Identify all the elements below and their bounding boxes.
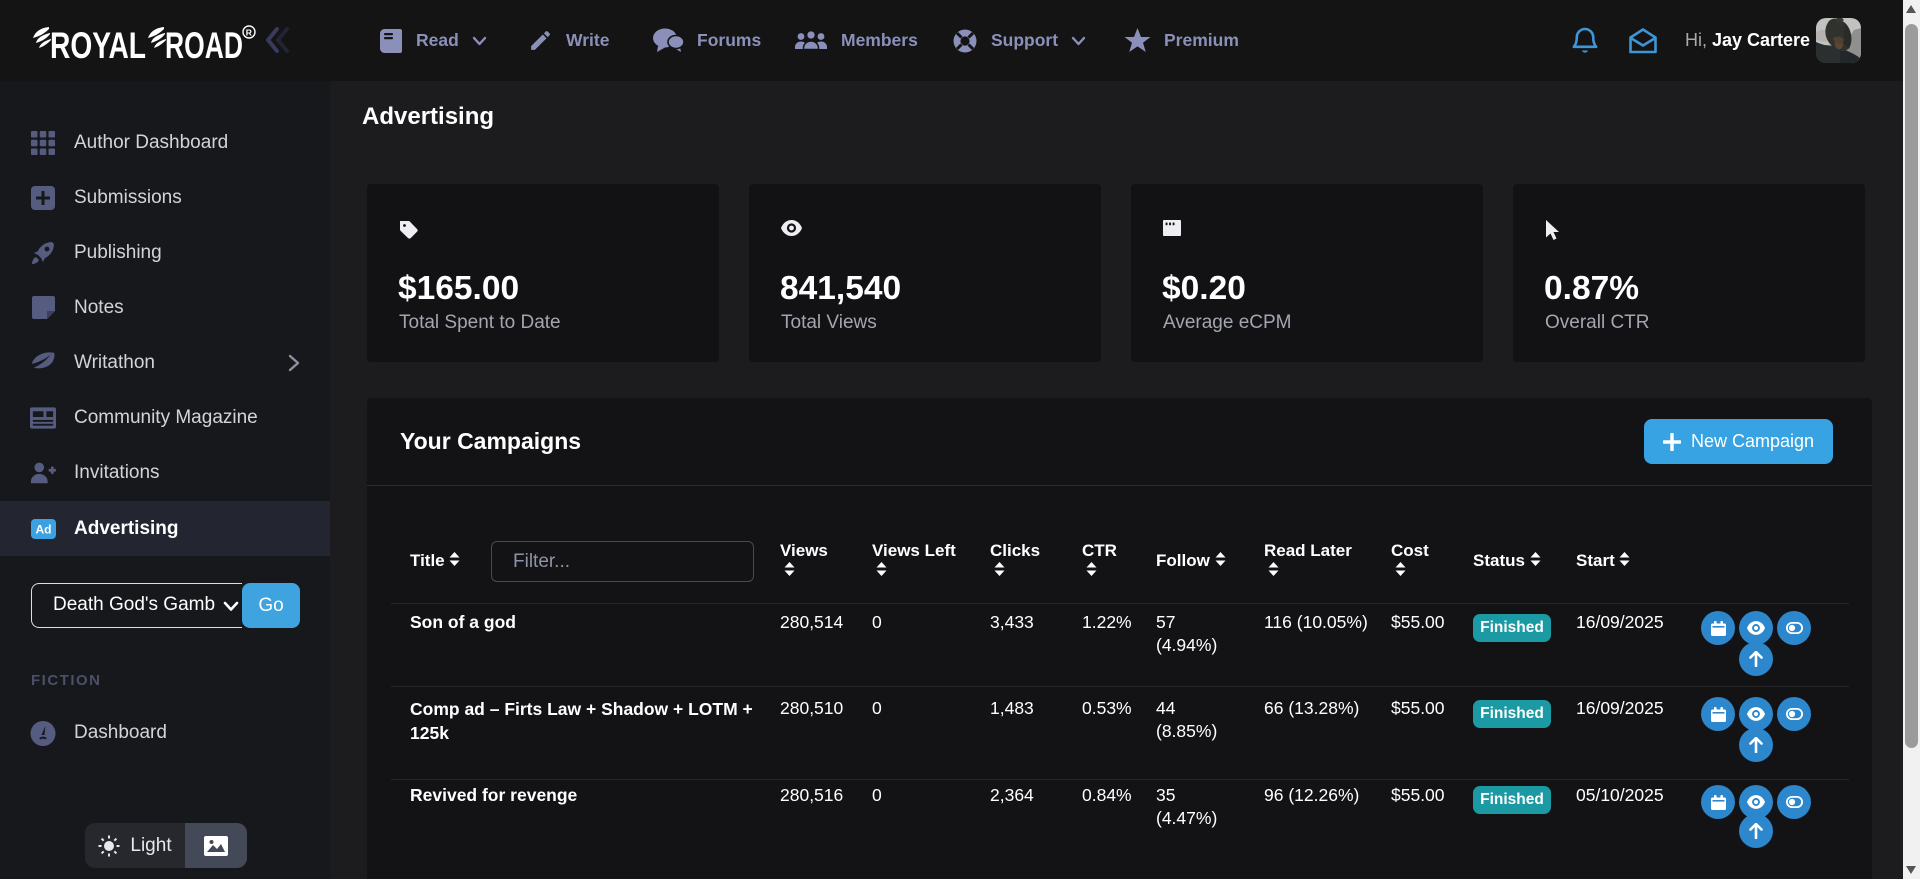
svg-text:Ad: Ad xyxy=(35,522,51,536)
svg-text:ROAD: ROAD xyxy=(165,25,243,65)
svg-text:R: R xyxy=(246,28,252,38)
svg-text:ROYAL: ROYAL xyxy=(50,25,146,65)
